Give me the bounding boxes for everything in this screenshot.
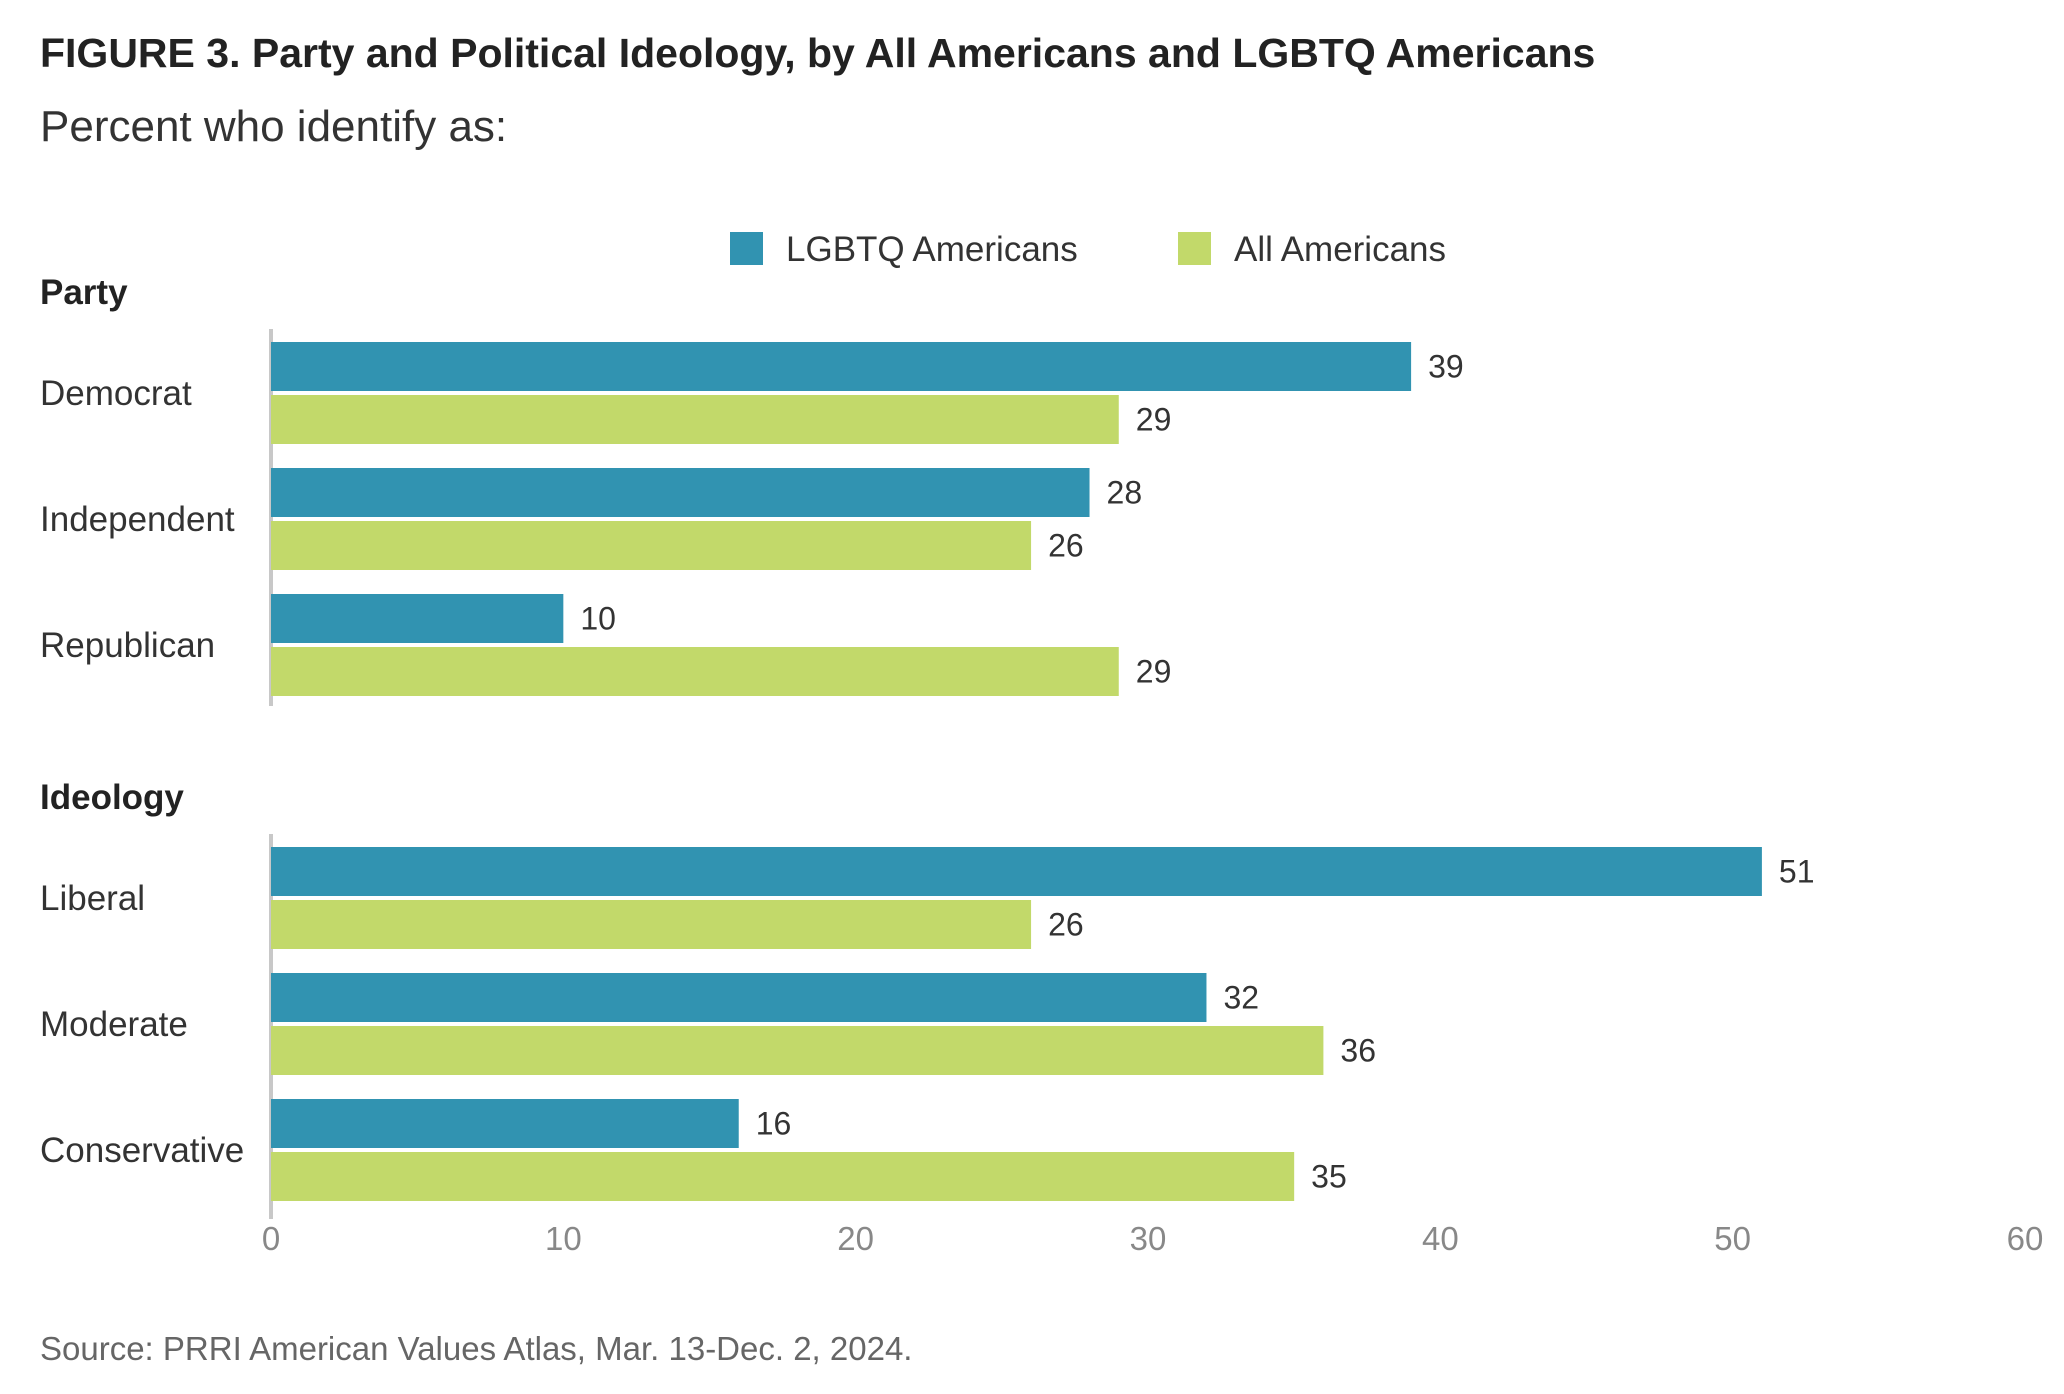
- data-label-moderate-lgbtq-americans: 32: [1223, 980, 1259, 1016]
- bar-moderate-all-americans: [271, 1026, 1324, 1075]
- bar-conservative-all-americans: [271, 1152, 1295, 1201]
- data-label-liberal-all-americans: 26: [1048, 907, 1084, 943]
- category-label-liberal: Liberal: [40, 879, 145, 918]
- bar-democrat-all-americans: [271, 395, 1119, 444]
- x-tick-label-60: 60: [2007, 1220, 2044, 1257]
- legend-label-all-americans: All Americans: [1234, 230, 1446, 269]
- bar-conservative-lgbtq-americans: [271, 1099, 739, 1148]
- x-tick-label-30: 30: [1130, 1220, 1167, 1257]
- data-label-independent-lgbtq-americans: 28: [1107, 475, 1143, 511]
- category-label-democrat: Democrat: [40, 374, 192, 413]
- group-label-party: Party: [40, 273, 128, 312]
- data-label-conservative-lgbtq-americans: 16: [756, 1106, 792, 1142]
- category-label-independent: Independent: [40, 500, 235, 539]
- group-label-ideology: Ideology: [40, 778, 184, 817]
- category-label-republican: Republican: [40, 626, 215, 665]
- chart-title: FIGURE 3. Party and Political Ideology, …: [40, 30, 1596, 76]
- bar-republican-all-americans: [271, 647, 1119, 696]
- source-note: Source: PRRI American Values Atlas, Mar.…: [40, 1330, 913, 1367]
- data-label-moderate-all-americans: 36: [1340, 1033, 1376, 1069]
- legend-swatch-lgbtq-americans: [730, 232, 763, 265]
- bar-independent-all-americans: [271, 521, 1032, 570]
- x-tick-label-20: 20: [837, 1220, 874, 1257]
- data-label-democrat-lgbtq-americans: 39: [1428, 349, 1464, 385]
- bar-democrat-lgbtq-americans: [271, 342, 1412, 391]
- data-label-republican-lgbtq-americans: 10: [580, 601, 616, 637]
- legend-swatch-all-americans: [1178, 232, 1211, 265]
- data-label-democrat-all-americans: 29: [1136, 402, 1172, 438]
- bar-moderate-lgbtq-americans: [271, 973, 1207, 1022]
- data-label-liberal-lgbtq-americans: 51: [1779, 854, 1815, 890]
- x-tick-label-40: 40: [1422, 1220, 1459, 1257]
- chart-subtitle: Percent who identify as:: [40, 102, 508, 151]
- bar-liberal-lgbtq-americans: [271, 847, 1762, 896]
- data-label-independent-all-americans: 26: [1048, 528, 1084, 564]
- bar-independent-lgbtq-americans: [271, 468, 1090, 517]
- data-label-republican-all-americans: 29: [1136, 654, 1172, 690]
- category-label-moderate: Moderate: [40, 1005, 188, 1044]
- data-label-conservative-all-americans: 35: [1311, 1159, 1347, 1195]
- x-tick-label-50: 50: [1714, 1220, 1751, 1257]
- category-label-conservative: Conservative: [40, 1131, 244, 1170]
- bar-liberal-all-americans: [271, 900, 1032, 949]
- x-tick-label-0: 0: [262, 1220, 280, 1257]
- bar-republican-lgbtq-americans: [271, 594, 564, 643]
- x-tick-label-10: 10: [545, 1220, 582, 1257]
- legend-label-lgbtq-americans: LGBTQ Americans: [786, 230, 1078, 269]
